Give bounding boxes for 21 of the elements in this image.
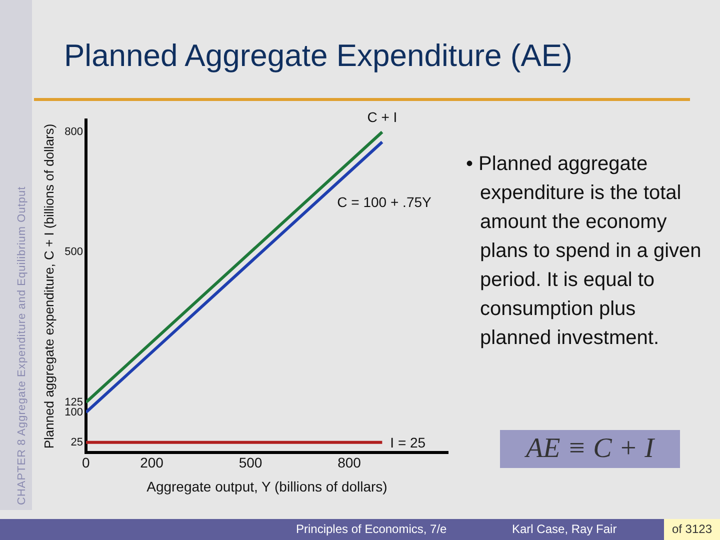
y-tick-label: 125 — [64, 396, 83, 408]
x-tick-label: 800 — [338, 454, 362, 471]
y-tick-label: 800 — [64, 126, 83, 138]
text: AE ≡ C + I — [500, 430, 680, 468]
y-tick-label: 100 — [64, 406, 83, 418]
series-label: C = 100 + .75Y — [337, 194, 432, 210]
x-tick-label: 0 — [82, 454, 90, 471]
series-label: I = 25 — [390, 434, 426, 450]
text: CHAPTER 8 Aggregate Expenditure and Equilibrium Output — [16, 186, 28, 505]
y-axis-title: Planned aggregate expenditure, C + I (billions of dollars) — [41, 124, 56, 449]
text: of 3123 — [664, 519, 720, 540]
y-tick-label: 25 — [70, 436, 83, 448]
text: Principles of Economics, 7/e — [296, 522, 447, 536]
y-tick-label: 500 — [64, 246, 83, 258]
x-tick-label: 200 — [140, 454, 164, 471]
x-axis-title: Aggregate output, Y (billions of dollars) — [146, 478, 388, 494]
x-tick-label: 500 — [238, 454, 262, 471]
chart-title: Planned Aggregate Expenditure (AE) — [64, 38, 572, 74]
series-label: C + I — [367, 109, 398, 126]
text: Karl Case, Ray Fair — [512, 522, 617, 536]
text: • Planned aggregate expenditure is the total amount the economy plans to spend in a given period. It is equal to consumption plus planned investment. — [466, 152, 702, 351]
